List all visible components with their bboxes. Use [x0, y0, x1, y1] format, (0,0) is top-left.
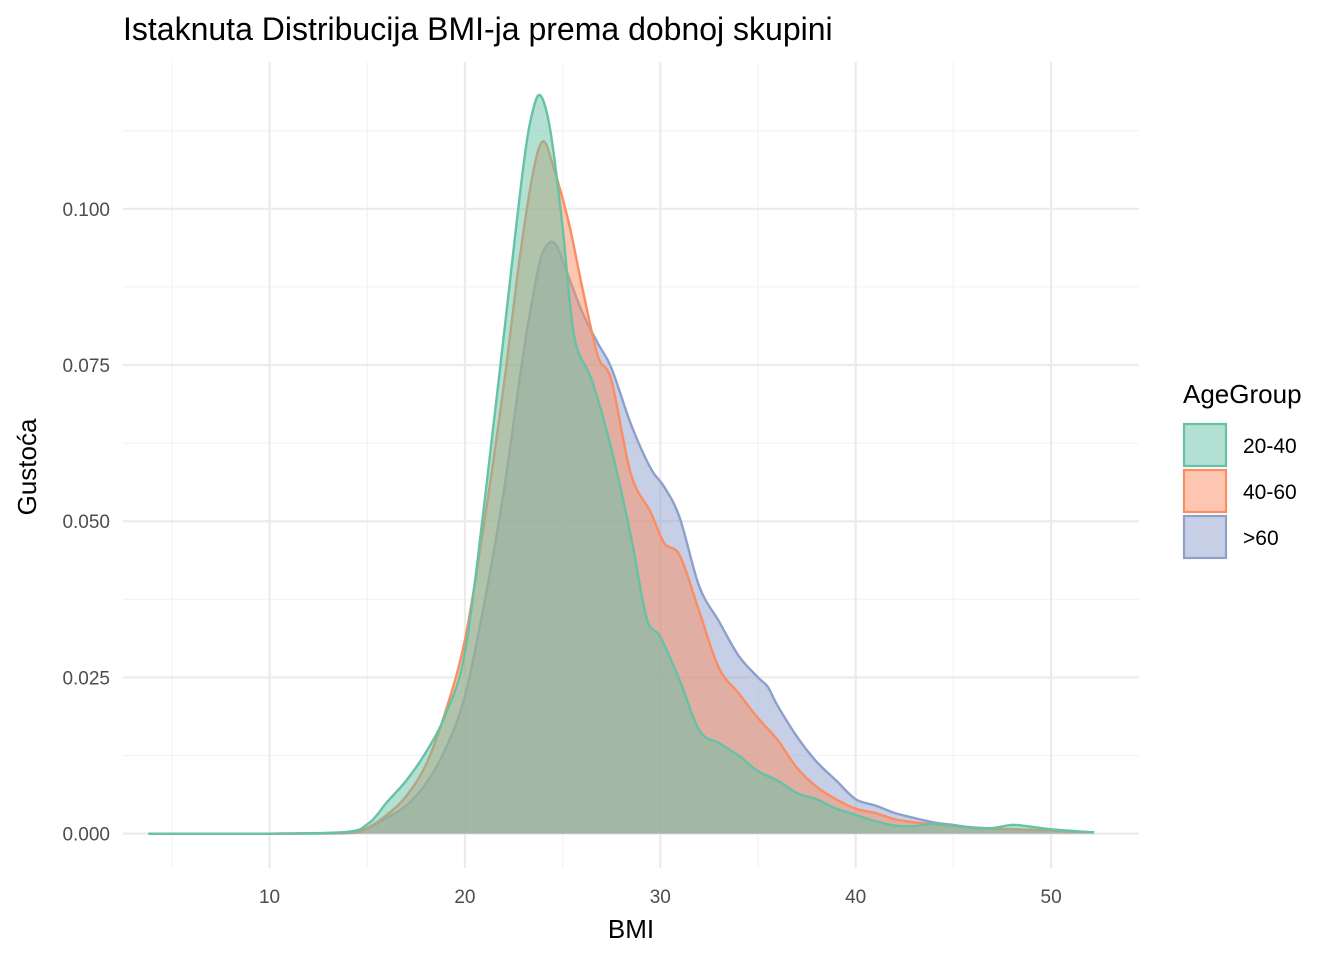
legend-label: 40-60: [1243, 481, 1297, 504]
density-line-20-40: [148, 93, 1095, 835]
legend-title: AgeGroup: [1183, 379, 1302, 409]
legend-key: [1182, 514, 1228, 560]
y-tick-label: 0.100: [62, 200, 110, 221]
x-axis-title: BMI: [608, 914, 654, 944]
x-tick-label: 20: [454, 887, 475, 908]
y-axis-ticks: 0.000 0.025 0.050 0.075 0.100: [62, 200, 110, 846]
chart-title: Istaknuta Distribucija BMI-ja prema dobn…: [123, 11, 833, 47]
y-axis-title: Gustoća: [12, 418, 42, 515]
x-axis-ticks: 10 20 30 40 50: [259, 887, 1062, 908]
legend: AgeGroup 20-40 40-60 >60: [1182, 379, 1302, 560]
x-tick-label: 50: [1041, 887, 1062, 908]
y-tick-label: 0.000: [62, 825, 110, 846]
legend-label: 20-40: [1243, 435, 1297, 458]
density-series: [148, 93, 1095, 835]
x-tick-label: 10: [259, 887, 280, 908]
legend-key: [1182, 422, 1228, 468]
y-tick-label: 0.025: [62, 668, 110, 689]
density-area-20-40: [148, 94, 1095, 834]
legend-label: >60: [1243, 527, 1279, 550]
y-tick-label: 0.075: [62, 356, 110, 377]
x-tick-label: 40: [845, 887, 866, 908]
legend-key: [1182, 468, 1228, 514]
x-tick-label: 30: [650, 887, 671, 908]
y-tick-label: 0.050: [62, 512, 110, 533]
